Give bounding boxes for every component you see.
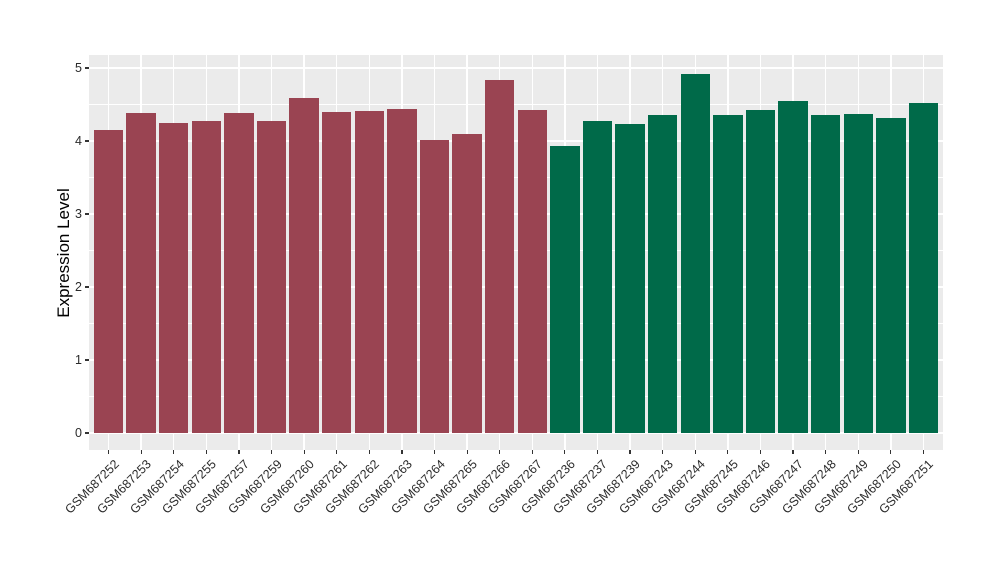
bar-GSM687263 [387, 108, 417, 433]
x-tick-mark [759, 450, 762, 454]
y-tick-label: 0 [75, 426, 82, 440]
y-gridline-major [89, 67, 943, 69]
bar-GSM687267 [517, 110, 547, 433]
y-tick-label: 5 [75, 61, 82, 75]
bar-GSM687257 [224, 112, 254, 433]
y-tick-mark [85, 213, 89, 215]
x-tick-mark [857, 450, 859, 454]
x-tick-mark [825, 450, 827, 454]
y-tick-mark [85, 432, 89, 434]
bar-GSM687245 [713, 114, 743, 433]
y-tick-label: 4 [75, 134, 82, 148]
bar-GSM687239 [615, 124, 645, 433]
y-tick-label: 2 [75, 280, 82, 294]
x-tick-mark [531, 450, 533, 454]
x-tick-mark [629, 450, 631, 454]
bar-GSM687255 [191, 121, 221, 433]
bar-GSM687247 [778, 100, 808, 433]
x-tick-mark [238, 450, 240, 454]
y-tick-label: 3 [75, 207, 82, 221]
bar-GSM687236 [550, 146, 580, 433]
bar-GSM687237 [582, 121, 613, 433]
y-gridline-major [89, 140, 943, 142]
x-tick-mark [303, 450, 305, 454]
bar-GSM687249 [843, 113, 873, 433]
x-tick-mark [596, 450, 599, 454]
y-tick-label: 1 [75, 353, 82, 367]
bar-GSM687253 [126, 112, 156, 433]
y-gridline-minor [89, 323, 943, 324]
x-tick-mark [694, 450, 696, 454]
y-gridline-minor [89, 177, 943, 178]
bar-GSM687248 [810, 114, 841, 433]
x-tick-mark [922, 450, 925, 454]
x-tick-mark [173, 450, 175, 454]
y-gridline-major [89, 432, 943, 434]
y-gridline-major [89, 359, 943, 361]
bar-GSM687260 [289, 97, 319, 433]
bar-GSM687243 [648, 114, 678, 433]
x-tick-mark [336, 450, 338, 454]
bar-GSM687266 [485, 79, 515, 433]
y-tick-mark [85, 359, 89, 361]
x-tick-mark [662, 450, 664, 454]
bar-GSM687259 [256, 120, 287, 433]
x-tick-mark [792, 450, 794, 454]
x-tick-mark [140, 450, 142, 454]
y-tick-mark [85, 140, 89, 142]
x-tick-mark [499, 450, 501, 454]
x-tick-mark [270, 450, 273, 454]
y-gridline-minor [89, 250, 943, 251]
bar-GSM687264 [419, 140, 450, 433]
x-tick-mark [890, 450, 892, 454]
y-gridline-minor [89, 104, 943, 105]
y-gridline-minor [89, 396, 943, 397]
bar-GSM687251 [908, 103, 939, 433]
bar-GSM687254 [159, 122, 189, 433]
bar-GSM687250 [876, 118, 906, 433]
x-tick-mark [205, 450, 207, 454]
bar-GSM687261 [322, 111, 352, 433]
bar-GSM687265 [452, 133, 482, 433]
x-tick-mark [466, 450, 468, 454]
bar-GSM687262 [354, 111, 384, 433]
bar-GSM687244 [680, 73, 710, 433]
y-gridline-major [89, 213, 943, 215]
x-tick-mark [368, 450, 370, 454]
bar-GSM687246 [745, 110, 776, 433]
x-tick-mark [564, 450, 566, 454]
y-gridline-major [89, 286, 943, 288]
x-tick-mark [107, 450, 110, 454]
x-tick-mark [727, 450, 729, 454]
y-tick-mark [85, 286, 89, 288]
x-tick-mark [433, 450, 436, 454]
bar-GSM687252 [93, 130, 124, 433]
y-tick-mark [85, 67, 89, 69]
plot-panel [89, 55, 943, 450]
x-tick-mark [401, 450, 403, 454]
